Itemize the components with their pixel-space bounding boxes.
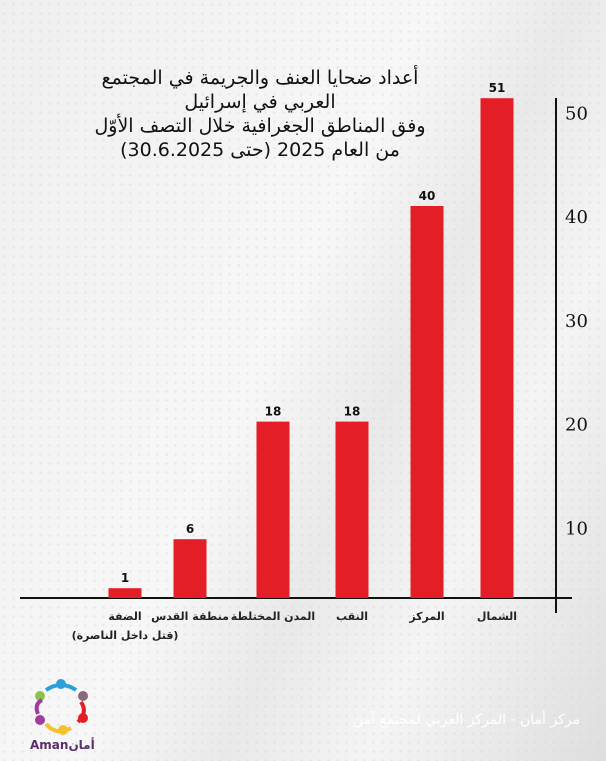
- bar: [108, 588, 142, 598]
- category-label: منطقة القدس: [151, 610, 229, 623]
- bar: [480, 98, 514, 598]
- title-line-1: أعداد ضحايا العنف والجريمة في المجتمع: [101, 67, 419, 89]
- data-label: 51: [489, 81, 506, 95]
- y-tick-label: 50: [565, 103, 588, 124]
- y-tick-label: 30: [565, 311, 588, 332]
- aman-logo: [26, 676, 96, 756]
- data-label: 18: [344, 405, 361, 419]
- title-line-2: العربي في إسرائيل: [184, 91, 336, 113]
- category-label: النقب: [336, 610, 368, 623]
- y-tick-label: 10: [565, 518, 588, 539]
- bar: [410, 206, 444, 598]
- data-label: 6: [186, 522, 194, 536]
- footer-credit: مركز أمان - المركز العربي لمجتمع آمن: [352, 712, 580, 728]
- data-label: 1: [121, 571, 129, 585]
- bar: [256, 421, 290, 598]
- logo-text: Amanأمان: [30, 738, 95, 752]
- category-label: المركز: [408, 610, 444, 623]
- chart-title: أعداد ضحايا العنف والجريمة في المجتمع ال…: [60, 66, 460, 162]
- bar: [335, 421, 369, 598]
- category-note: (قتل داخل الناصرة): [72, 629, 179, 642]
- y-tick-label: 20: [565, 415, 588, 436]
- bar: [173, 539, 207, 598]
- category-label: الشمال: [477, 610, 517, 623]
- data-label: 18: [265, 405, 282, 419]
- category-label: الضفة: [108, 610, 141, 623]
- title-line-3: وفق المناطق الجغرافية خلال التصف الأوّل: [94, 115, 426, 137]
- y-tick-label: 40: [565, 207, 588, 228]
- title-line-4: من العام 2025 (حتى 30.6.2025): [120, 139, 400, 161]
- data-label: 40: [419, 189, 436, 203]
- category-label: المدن المختلطة: [231, 610, 315, 623]
